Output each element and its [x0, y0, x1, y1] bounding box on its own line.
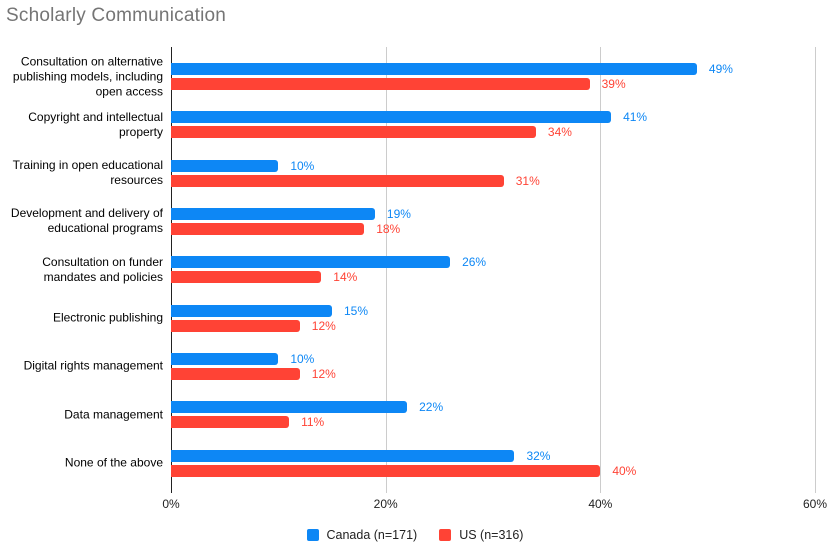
- bar-us[interactable]: [171, 222, 365, 235]
- bar-us[interactable]: [171, 319, 300, 332]
- bar-group: 26% 14%: [171, 255, 815, 285]
- value-label-canada: 19%: [386, 206, 411, 221]
- value-label-us: 39%: [601, 77, 626, 91]
- bar-us[interactable]: [171, 271, 322, 284]
- legend-item-canada[interactable]: Canada (n=171): [306, 528, 418, 542]
- bar-canada[interactable]: [171, 207, 375, 220]
- value-label-us: 14%: [333, 270, 358, 285]
- value-label-us: 11%: [301, 415, 325, 430]
- legend-item-us[interactable]: US (n=316): [439, 528, 523, 542]
- value-label-canada: 22%: [419, 400, 444, 415]
- category-label: None of the above: [64, 455, 163, 470]
- category-label: Consultation on funder mandates and poli…: [42, 254, 163, 284]
- value-label-canada: 15%: [344, 303, 369, 318]
- bar-group: 10% 31%: [171, 158, 815, 188]
- gridline: [815, 47, 816, 493]
- bar-canada[interactable]: [171, 256, 451, 269]
- value-label-us: 34%: [547, 125, 572, 140]
- bar-group: 41% 34%: [171, 110, 815, 140]
- x-tick-label: 0%: [162, 497, 180, 511]
- value-label-us: 12%: [311, 318, 336, 333]
- bar-canada[interactable]: [171, 352, 279, 365]
- bar-us[interactable]: [171, 367, 300, 380]
- legend-swatch-canada: [306, 529, 319, 541]
- category-row: Copyright and intellectual property 41% 34…: [0, 95, 830, 143]
- category-label: Electronic publishing: [52, 310, 163, 325]
- bar-canada[interactable]: [171, 304, 332, 317]
- gridline: [385, 47, 387, 493]
- value-label-canada: 32%: [526, 448, 551, 463]
- value-label-us: 40%: [612, 463, 637, 478]
- category-row: None of the above 32% 40%: [0, 434, 830, 482]
- bar-us[interactable]: [171, 78, 590, 90]
- value-label-us: 12%: [311, 366, 336, 381]
- bar-us[interactable]: [171, 416, 290, 429]
- bar-canada[interactable]: [171, 111, 612, 124]
- category-label: Data management: [64, 407, 163, 422]
- legend-label: Canada (n=171): [326, 528, 418, 542]
- category-row: Consultation on alternative publishing m…: [0, 47, 830, 98]
- legend: Canada (n=171) US (n=316): [0, 528, 830, 542]
- bar-group: 15% 12%: [171, 303, 815, 333]
- bar-canada[interactable]: [171, 63, 697, 75]
- category-row: Development and delivery of educational …: [0, 192, 830, 240]
- x-tick-label: 60%: [802, 497, 828, 511]
- bar-us[interactable]: [171, 174, 504, 187]
- value-label-canada: 26%: [462, 255, 487, 270]
- category-label: Copyright and intellectual property: [28, 109, 163, 139]
- value-label-canada: 10%: [290, 158, 315, 173]
- bar-group: 32% 40%: [171, 448, 815, 478]
- category-label: Digital rights management: [23, 358, 163, 373]
- category-row: Digital rights management 10% 12%: [0, 337, 830, 385]
- bar-group: 49% 39%: [171, 62, 815, 91]
- legend-swatch-us: [439, 529, 452, 541]
- bar-group: 19% 18%: [171, 206, 815, 236]
- bar-group: 22% 11%: [171, 400, 815, 430]
- category-row: Consultation on funder mandates and poli…: [0, 240, 830, 288]
- gridline: [600, 47, 602, 493]
- chart-title: Scholarly Communication: [6, 5, 227, 26]
- category-label: Development and delivery of educational …: [10, 206, 163, 236]
- plot-area: Consultation on alternative publishing m…: [0, 47, 830, 482]
- bar-canada[interactable]: [171, 401, 408, 414]
- bar-canada[interactable]: [171, 159, 279, 172]
- value-label-canada: 10%: [290, 351, 315, 366]
- y-axis-baseline: [171, 47, 172, 493]
- category-row: Data management 22% 11%: [0, 385, 830, 433]
- bar-canada[interactable]: [171, 449, 515, 462]
- value-label-us: 18%: [376, 221, 401, 236]
- value-label-canada: 49%: [708, 62, 733, 76]
- bar-us[interactable]: [171, 126, 536, 139]
- category-row: Electronic publishing 15% 12%: [0, 289, 830, 337]
- category-label: Consultation on alternative publishing m…: [12, 54, 163, 98]
- value-label-us: 31%: [515, 173, 540, 188]
- x-tick-label: 20%: [373, 497, 398, 511]
- legend-label: US (n=316): [459, 528, 524, 542]
- bar-us[interactable]: [171, 464, 601, 477]
- category-label: Training in open educational resources: [12, 158, 163, 188]
- x-tick-label: 40%: [588, 497, 613, 511]
- bar-group: 10% 12%: [171, 351, 815, 381]
- value-label-canada: 41%: [623, 110, 648, 125]
- category-row: Training in open educational resources 10…: [0, 144, 830, 192]
